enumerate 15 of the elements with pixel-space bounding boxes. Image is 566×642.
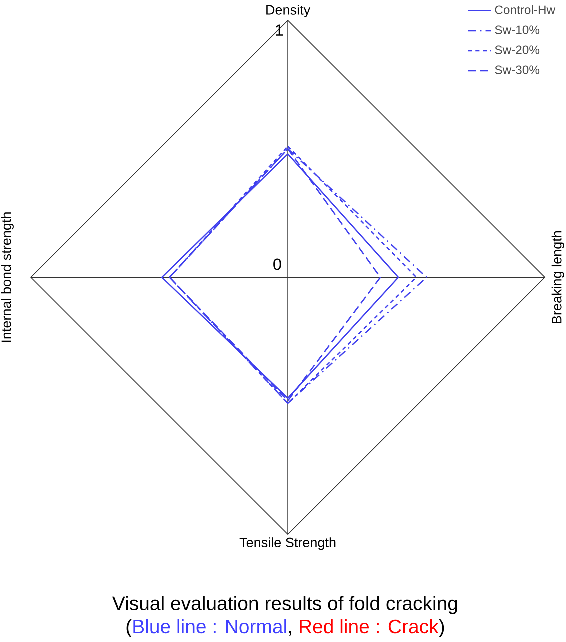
- legend-label: Sw-30%: [495, 66, 540, 74]
- text: Blue line : Normal: [134, 619, 286, 634]
- legend-label: Sw-20%: [495, 46, 540, 54]
- spoke-label: Tensile Strength: [240, 538, 336, 550]
- y-tick-label: 0: [274, 258, 282, 270]
- text: ): [439, 619, 444, 638]
- legend-label: Control-Hw: [495, 5, 556, 14]
- spoke-label: Breaking length: [552, 231, 565, 324]
- spoke-label: Internal bond strength: [1, 212, 14, 342]
- text: ,: [289, 631, 292, 636]
- legend-label: Sw-10%: [495, 26, 540, 34]
- text: (: [126, 619, 132, 638]
- text: Visual evaluation results of fold cracking: [112, 596, 458, 614]
- text: Red line : Crack: [300, 619, 439, 634]
- spoke-label: Density: [266, 4, 311, 18]
